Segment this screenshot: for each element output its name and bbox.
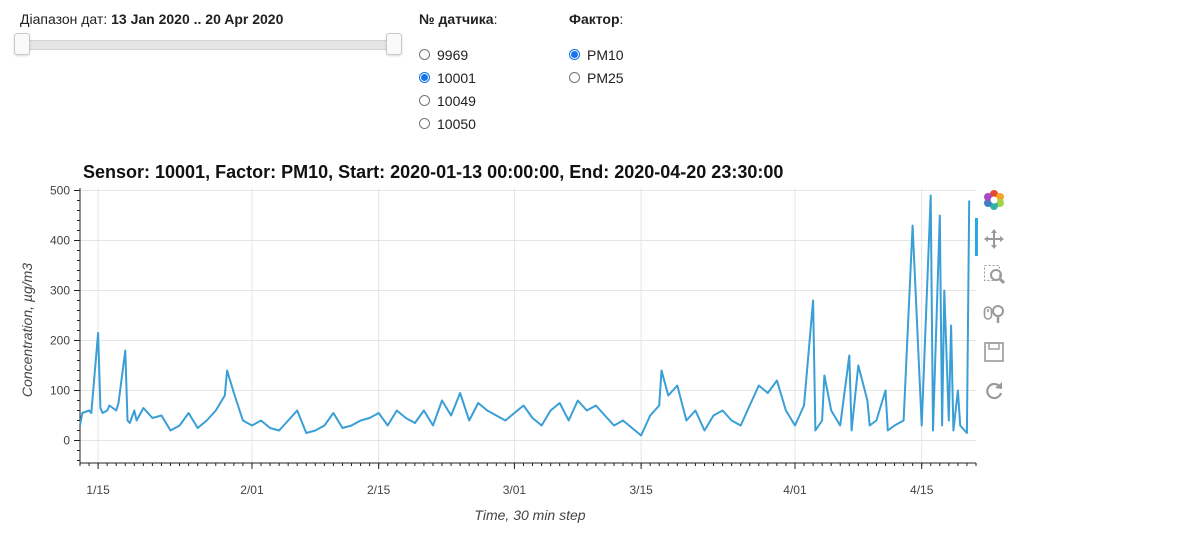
factor-group-title-text: Фактор <box>569 11 620 27</box>
y-tick-label: 500 <box>50 184 70 198</box>
pan-icon[interactable] <box>983 228 1005 250</box>
factor-option-PM10[interactable]: PM10 <box>569 43 624 66</box>
x-tick-label: 4/15 <box>910 483 934 497</box>
active-tool-indicator <box>975 218 978 256</box>
sensor-group-title-text: № датчика <box>419 11 494 27</box>
factor-radio[interactable] <box>569 49 580 60</box>
date-range-end-handle[interactable] <box>386 33 402 55</box>
x-tick-label: 2/01 <box>240 483 264 497</box>
sensor-radio[interactable] <box>419 118 430 129</box>
x-tick-label: 1/15 <box>86 483 110 497</box>
sensor-radio[interactable] <box>419 49 430 60</box>
x-tick-label: 3/01 <box>503 483 527 497</box>
sensor-option-label: 10049 <box>437 92 476 109</box>
series-line <box>79 194 971 437</box>
save-icon[interactable] <box>983 341 1005 363</box>
date-range-label: Діапазон дат: 13 Jan 2020 .. 20 Apr 2020 <box>20 11 283 27</box>
sensor-option-9969[interactable]: 9969 <box>419 43 476 66</box>
sensor-group-title: № датчика: <box>419 11 498 27</box>
y-tick-label: 400 <box>50 234 70 248</box>
y-tick-label: 100 <box>50 384 70 398</box>
bokeh-logo-icon[interactable] <box>983 189 1005 211</box>
sensor-radio[interactable] <box>419 72 430 83</box>
factor-radio[interactable] <box>569 72 580 83</box>
sensor-option-10050[interactable]: 10050 <box>419 112 476 135</box>
factor-option-label: PM25 <box>587 69 624 86</box>
x-axis-label: Time, 30 min step <box>474 507 585 523</box>
chart-axes <box>79 188 976 464</box>
date-range-caption: Діапазон дат: <box>20 11 112 27</box>
wheel-zoom-icon[interactable] <box>983 302 1005 324</box>
sensor-radio-group: 9969 10001 10049 10050 <box>419 43 476 135</box>
factor-radio-group: PM10 PM25 <box>569 43 624 89</box>
series-layer <box>79 194 971 437</box>
y-tick-label: 300 <box>50 284 70 298</box>
sensor-option-label: 9969 <box>437 46 469 63</box>
sensor-option-label: 10050 <box>437 115 476 132</box>
reset-icon[interactable] <box>983 380 1005 402</box>
factor-group-title: Фактор: <box>569 11 624 27</box>
y-tick-label: 200 <box>50 334 70 348</box>
sensor-option-10049[interactable]: 10049 <box>419 89 476 112</box>
y-axis-ticks: 0 100 200 300 400 500 <box>50 184 80 461</box>
y-tick-label: 0 <box>63 434 70 448</box>
sensor-option-10001[interactable]: 10001 <box>419 66 476 89</box>
x-tick-label: 3/15 <box>629 483 653 497</box>
y-axis-label: Concentration, µg/m3 <box>19 263 35 397</box>
box-zoom-icon[interactable] <box>983 264 1005 286</box>
x-tick-label: 2/15 <box>367 483 391 497</box>
date-range-value: 13 Jan 2020 .. 20 Apr 2020 <box>111 11 284 27</box>
chart-title: Sensor: 10001, Factor: PM10, Start: 2020… <box>83 162 783 182</box>
x-axis-ticks: 1/15 2/01 2/15 3/01 3/15 4/01 4/15 <box>79 463 977 497</box>
sensor-radio[interactable] <box>419 95 430 106</box>
date-range-start-handle[interactable] <box>14 33 30 55</box>
sensor-option-label: 10001 <box>437 69 476 86</box>
x-tick-label: 4/01 <box>783 483 807 497</box>
factor-option-label: PM10 <box>587 46 624 63</box>
chart-grid <box>80 188 976 463</box>
factor-option-PM25[interactable]: PM25 <box>569 66 624 89</box>
